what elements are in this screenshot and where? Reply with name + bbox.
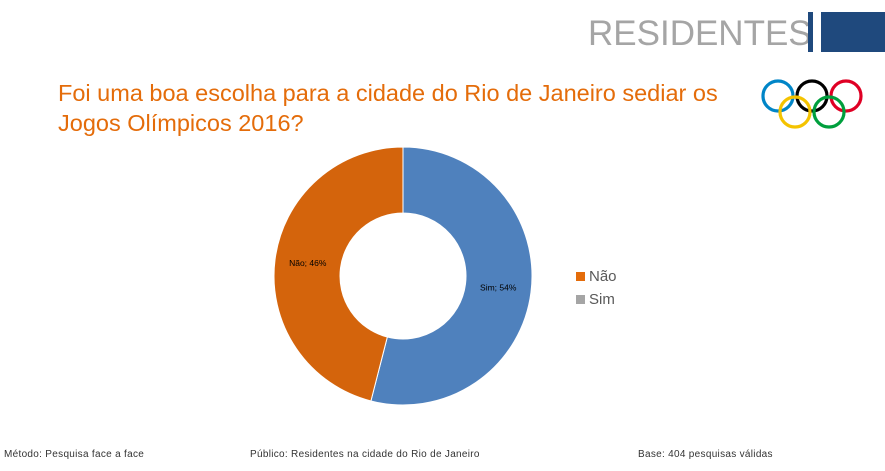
chart-question: Foi uma boa escolha para a cidade do Rio… [58, 80, 718, 136]
legend-label: Não [589, 268, 617, 285]
legend-swatch [576, 295, 585, 304]
slice-nao [273, 146, 404, 402]
footer-audience: Público: Residentes na cidade do Rio de … [250, 449, 480, 460]
legend-label: Sim [589, 291, 615, 308]
footer-base: Base: 404 pesquisas válidas [638, 449, 773, 460]
legend-swatch [576, 272, 585, 281]
slice-label: Não; 46% [289, 258, 327, 268]
header-accent-bar [808, 12, 813, 52]
ring-green [812, 95, 846, 129]
header-accent-block [821, 12, 885, 52]
section-title: RESIDENTES [588, 14, 812, 53]
footer-method: Método: Pesquisa face a face [4, 449, 145, 460]
ring-yellow [778, 95, 812, 129]
slice-label: Sim; 54% [480, 282, 517, 292]
slice-sim [370, 146, 533, 406]
olympic-rings-icon [761, 79, 863, 129]
